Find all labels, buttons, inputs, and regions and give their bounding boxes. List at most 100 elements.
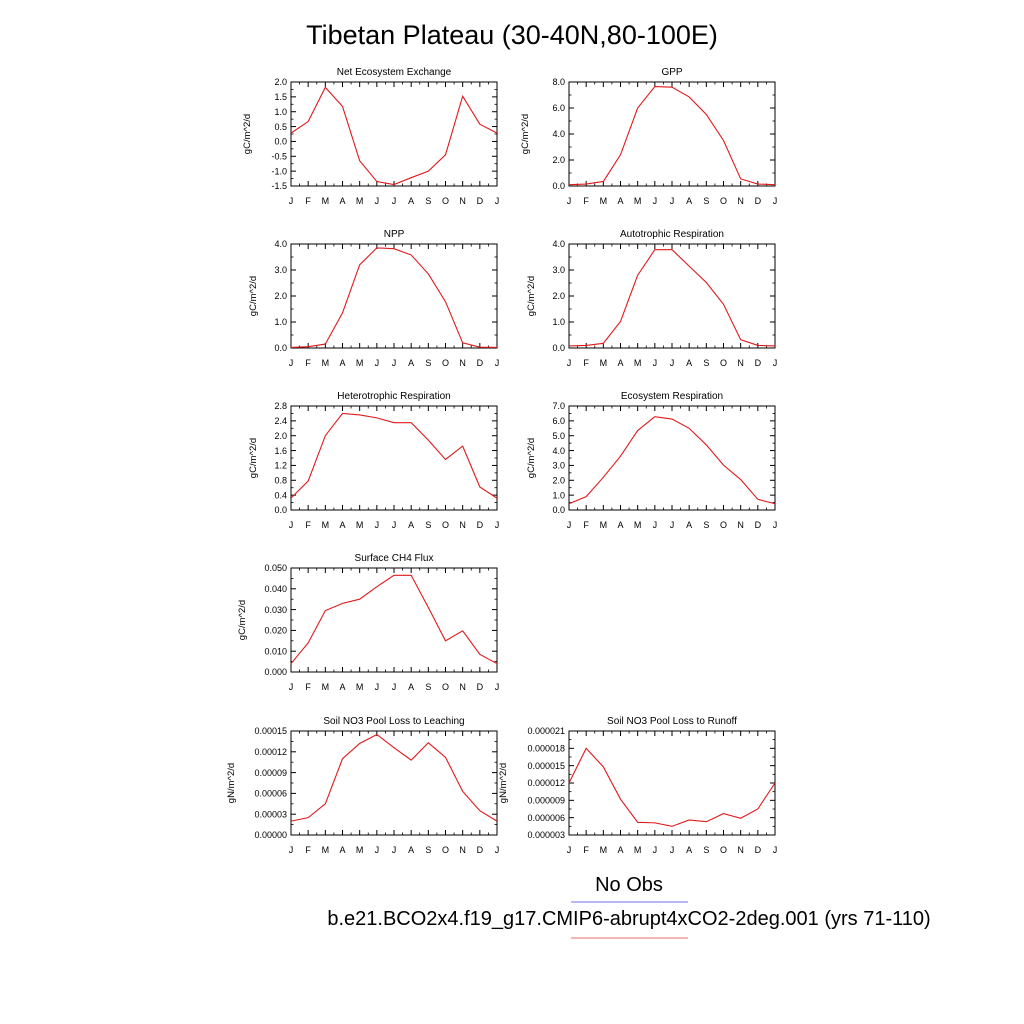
x-tick-label: O bbox=[442, 358, 449, 368]
x-tick-label: M bbox=[600, 358, 608, 368]
x-tick-label: J bbox=[375, 520, 380, 530]
x-tick-label: J bbox=[289, 682, 294, 692]
x-tick-label: M bbox=[322, 845, 330, 855]
x-tick-label: M bbox=[356, 196, 364, 206]
x-tick-label: A bbox=[408, 196, 414, 206]
plot-frame bbox=[290, 730, 498, 836]
plot-frame bbox=[290, 243, 498, 349]
y-tick-label: 0.010 bbox=[264, 646, 287, 656]
plot-frame bbox=[290, 405, 498, 511]
y-tick-label: 2.0 bbox=[552, 155, 565, 165]
y-tick-label: 8.0 bbox=[552, 77, 565, 87]
x-tick-label: J bbox=[670, 196, 675, 206]
y-tick-label: 0.050 bbox=[264, 563, 287, 573]
y-tick-label: 7.0 bbox=[552, 401, 565, 411]
y-tick-label: 0.00009 bbox=[254, 768, 287, 778]
y-axis-label: gC/m^2/d bbox=[520, 114, 531, 154]
y-tick-label: 3.0 bbox=[274, 265, 287, 275]
x-tick-label: J bbox=[567, 358, 572, 368]
y-tick-label: 0.0 bbox=[552, 505, 565, 515]
x-tick-label: S bbox=[425, 682, 431, 692]
y-tick-label: 0.8 bbox=[274, 475, 287, 485]
y-tick-label: 2.0 bbox=[274, 77, 287, 87]
x-tick-label: S bbox=[425, 358, 431, 368]
y-tick-label: 0.000003 bbox=[527, 830, 565, 840]
x-tick-label: J bbox=[375, 682, 380, 692]
y-tick-label: 0.000006 bbox=[527, 813, 565, 823]
y-tick-label: 0.0 bbox=[552, 181, 565, 191]
x-tick-label: D bbox=[755, 520, 762, 530]
x-tick-label: S bbox=[703, 845, 709, 855]
series-line bbox=[568, 747, 776, 827]
y-tick-label: 0.00000 bbox=[254, 830, 287, 840]
x-tick-label: M bbox=[356, 845, 364, 855]
x-tick-label: M bbox=[634, 520, 642, 530]
x-tick-label: J bbox=[289, 520, 294, 530]
x-tick-label: O bbox=[720, 520, 727, 530]
x-tick-label: J bbox=[773, 520, 778, 530]
x-tick-label: D bbox=[477, 520, 484, 530]
y-tick-label: 1.0 bbox=[552, 490, 565, 500]
x-tick-label: J bbox=[392, 358, 397, 368]
panel-title: NPP bbox=[384, 229, 405, 240]
y-tick-label: 0.040 bbox=[264, 584, 287, 594]
series-line bbox=[568, 85, 776, 186]
x-tick-label: N bbox=[737, 845, 744, 855]
x-tick-label: S bbox=[703, 520, 709, 530]
series-line bbox=[290, 412, 498, 499]
x-tick-label: J bbox=[773, 196, 778, 206]
plot-frame bbox=[568, 81, 776, 187]
x-tick-label: J bbox=[653, 358, 658, 368]
y-tick-label: 0.00012 bbox=[254, 747, 287, 757]
panel-title: Ecosystem Respiration bbox=[621, 391, 723, 402]
y-tick-label: -0.5 bbox=[271, 151, 287, 161]
y-tick-label: 0.020 bbox=[264, 626, 287, 636]
plot-frame bbox=[568, 243, 776, 349]
x-tick-label: J bbox=[670, 520, 675, 530]
series-line bbox=[290, 574, 498, 665]
x-tick-label: D bbox=[477, 358, 484, 368]
y-tick-label: 2.0 bbox=[274, 291, 287, 301]
x-tick-label: J bbox=[653, 196, 658, 206]
y-tick-label: 1.5 bbox=[274, 92, 287, 102]
series-line bbox=[290, 247, 498, 349]
x-tick-label: D bbox=[477, 845, 484, 855]
series-line bbox=[568, 416, 776, 505]
x-tick-label: S bbox=[425, 520, 431, 530]
x-tick-label: N bbox=[459, 196, 466, 206]
y-tick-label: 1.2 bbox=[274, 461, 287, 471]
x-tick-label: A bbox=[686, 196, 692, 206]
y-axis-label: gC/m^2/d bbox=[248, 438, 259, 478]
y-tick-label: 1.6 bbox=[274, 446, 287, 456]
y-tick-label: 6.0 bbox=[552, 416, 565, 426]
x-tick-label: F bbox=[305, 358, 311, 368]
plot-frame bbox=[290, 567, 498, 673]
x-tick-label: M bbox=[634, 358, 642, 368]
x-tick-label: A bbox=[408, 845, 414, 855]
y-tick-label: 6.0 bbox=[552, 103, 565, 113]
y-tick-label: 0.000 bbox=[264, 667, 287, 677]
x-tick-label: J bbox=[375, 845, 380, 855]
y-tick-label: 2.4 bbox=[274, 416, 287, 426]
x-tick-label: O bbox=[442, 682, 449, 692]
plot-frame bbox=[290, 81, 498, 187]
x-tick-label: A bbox=[339, 845, 345, 855]
x-tick-label: J bbox=[375, 358, 380, 368]
panel-title: Heterotrophic Respiration bbox=[337, 391, 450, 402]
y-tick-label: 0.0 bbox=[274, 137, 287, 147]
x-tick-label: F bbox=[583, 196, 589, 206]
y-tick-label: 0.000021 bbox=[527, 726, 565, 736]
x-tick-label: D bbox=[477, 196, 484, 206]
x-tick-label: J bbox=[495, 845, 500, 855]
y-tick-label: 2.0 bbox=[552, 291, 565, 301]
x-tick-label: A bbox=[617, 845, 623, 855]
y-tick-label: 4.0 bbox=[552, 129, 565, 139]
y-tick-label: 0.0 bbox=[274, 505, 287, 515]
x-tick-label: J bbox=[773, 358, 778, 368]
x-tick-label: J bbox=[653, 845, 658, 855]
